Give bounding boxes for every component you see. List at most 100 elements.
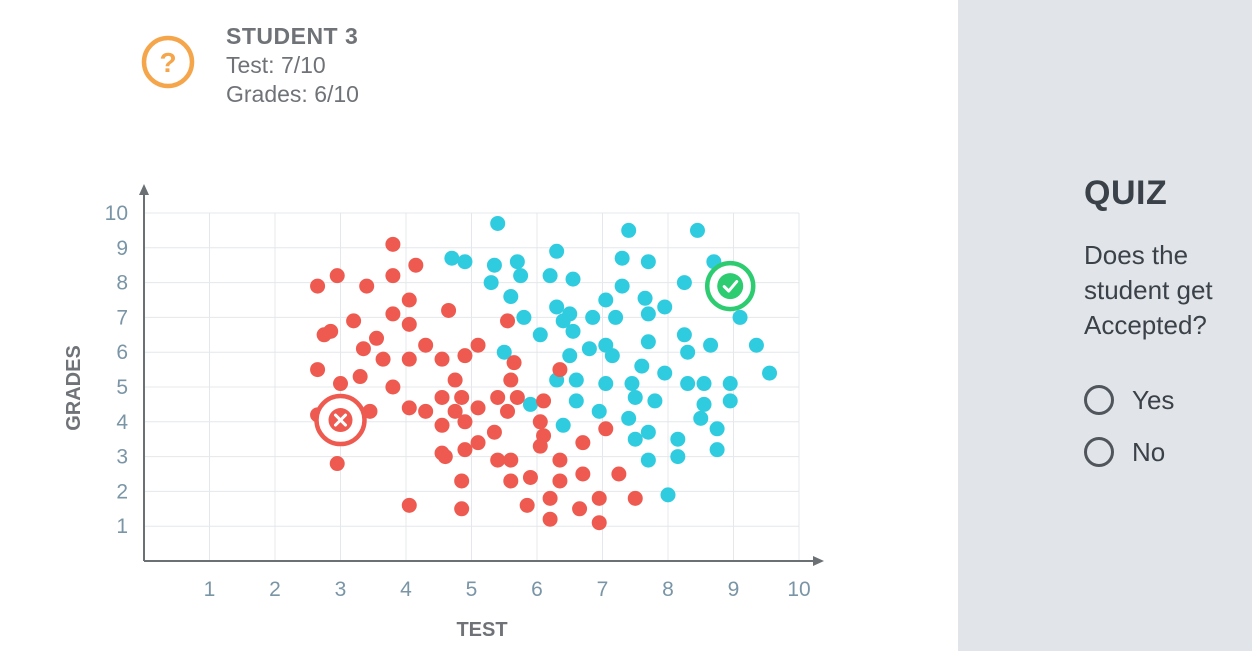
accepted-point bbox=[657, 299, 673, 315]
quiz-question: Does the student get Accepted? bbox=[1084, 240, 1213, 340]
y-tick-label: 2 bbox=[116, 480, 128, 503]
rejected-point bbox=[542, 511, 558, 527]
rejected-point bbox=[536, 428, 552, 444]
accepted-point bbox=[549, 243, 565, 259]
quiz-title: QUIZ bbox=[1084, 174, 1168, 212]
accepted-point bbox=[562, 348, 578, 364]
accepted-point bbox=[722, 393, 738, 409]
y-axis-label: GRADES bbox=[63, 345, 85, 431]
rejected-point bbox=[447, 403, 463, 419]
rejected-point bbox=[536, 393, 552, 409]
student-title: STUDENT 3 bbox=[226, 23, 359, 49]
rejected-point bbox=[401, 497, 417, 513]
student-grades-score: Grades: 6/10 bbox=[226, 81, 359, 107]
rejected-point bbox=[434, 389, 450, 405]
option-yes[interactable]: Yes bbox=[1084, 382, 1174, 418]
x-tick-label: 9 bbox=[728, 578, 740, 601]
accepted-point bbox=[722, 376, 738, 392]
rejected-point bbox=[385, 268, 401, 284]
rejected-point bbox=[470, 400, 486, 416]
rejected-point bbox=[329, 268, 345, 284]
rejected-point bbox=[441, 302, 457, 318]
accepted-point bbox=[693, 410, 709, 426]
question-icon: ? bbox=[141, 35, 195, 89]
rejected-point bbox=[503, 452, 519, 468]
rejected-point bbox=[355, 341, 371, 357]
y-tick-label: 7 bbox=[116, 306, 128, 329]
accepted-point bbox=[604, 348, 620, 364]
accepted-point bbox=[532, 327, 548, 343]
accepted-point bbox=[762, 365, 778, 381]
accepted-point bbox=[522, 396, 538, 412]
rejected-point bbox=[470, 337, 486, 353]
accepted-point bbox=[660, 487, 676, 503]
rejected-point bbox=[611, 466, 627, 482]
rejected-point bbox=[470, 435, 486, 451]
rejected-point bbox=[346, 313, 362, 329]
radio-no[interactable] bbox=[1084, 437, 1114, 467]
x-tick-label: 6 bbox=[531, 578, 543, 601]
rejected-point bbox=[532, 414, 548, 430]
x-tick-label: 8 bbox=[662, 578, 674, 601]
accepted-point bbox=[598, 376, 614, 392]
option-no[interactable]: No bbox=[1084, 434, 1165, 470]
accepted-point bbox=[696, 376, 712, 392]
rejected-point bbox=[385, 306, 401, 322]
accepted-point bbox=[542, 268, 558, 284]
rejected-point bbox=[627, 490, 643, 506]
rejected-point bbox=[490, 389, 506, 405]
accepted-marker bbox=[704, 260, 756, 312]
accepted-points bbox=[444, 215, 778, 503]
rejected-point bbox=[519, 497, 535, 513]
close-icon bbox=[334, 413, 347, 427]
accepted-point bbox=[555, 417, 571, 433]
accepted-point bbox=[637, 290, 653, 306]
y-tick-label: 5 bbox=[116, 376, 128, 399]
quiz-panel: QUIZ Does the student get Accepted? Yes … bbox=[958, 0, 1252, 651]
scatter-chart: 1 2 3 4 5 6 7 8 9 10 1 2 3 4 5 6 7 8 9 10 TEST GRADES bbox=[63, 184, 824, 641]
rejected-point bbox=[434, 351, 450, 367]
rejected-point bbox=[369, 330, 385, 346]
rejected-point bbox=[418, 403, 434, 419]
rejected-point bbox=[401, 316, 417, 332]
rejected-point bbox=[457, 348, 473, 364]
accepted-point bbox=[516, 309, 532, 325]
rejected-point bbox=[552, 362, 568, 378]
x-tick-label: 2 bbox=[269, 578, 281, 601]
rejected-point bbox=[457, 442, 473, 458]
rejected-point bbox=[310, 362, 326, 378]
accepted-point bbox=[598, 292, 614, 308]
accepted-point bbox=[614, 278, 630, 294]
main-panel: ? STUDENT 3 Test: 7/10 Grades: 6/10 1 2 3 4… bbox=[63, 23, 824, 641]
accepted-point bbox=[640, 424, 656, 440]
accepted-point bbox=[568, 393, 584, 409]
accepted-point bbox=[676, 327, 692, 343]
rejected-point bbox=[352, 369, 368, 385]
rejected-point bbox=[385, 236, 401, 252]
rejected-point bbox=[542, 490, 558, 506]
rejected-point bbox=[591, 490, 607, 506]
rejected-point bbox=[434, 417, 450, 433]
radio-yes[interactable] bbox=[1084, 385, 1114, 415]
accepted-point bbox=[680, 376, 696, 392]
accepted-point bbox=[591, 403, 607, 419]
accepted-point bbox=[670, 431, 686, 447]
x-axis-label: TEST bbox=[456, 619, 507, 641]
rejected-point bbox=[401, 400, 417, 416]
rejected-point bbox=[359, 278, 375, 294]
y-tick-label: 9 bbox=[116, 237, 128, 260]
rejected-point bbox=[385, 379, 401, 395]
rejected-point bbox=[457, 414, 473, 430]
rejected-point bbox=[401, 292, 417, 308]
rejected-point bbox=[552, 452, 568, 468]
x-tick-label: 5 bbox=[466, 578, 478, 601]
rejected-marker bbox=[314, 393, 367, 447]
x-axis-arrow bbox=[813, 556, 824, 566]
accepted-point bbox=[568, 372, 584, 388]
rejected-point bbox=[575, 435, 591, 451]
rejected-point bbox=[323, 323, 339, 339]
x-tick-label: 1 bbox=[204, 578, 216, 601]
rejected-point bbox=[490, 452, 506, 468]
accepted-point bbox=[444, 250, 460, 266]
accepted-point bbox=[621, 222, 637, 238]
